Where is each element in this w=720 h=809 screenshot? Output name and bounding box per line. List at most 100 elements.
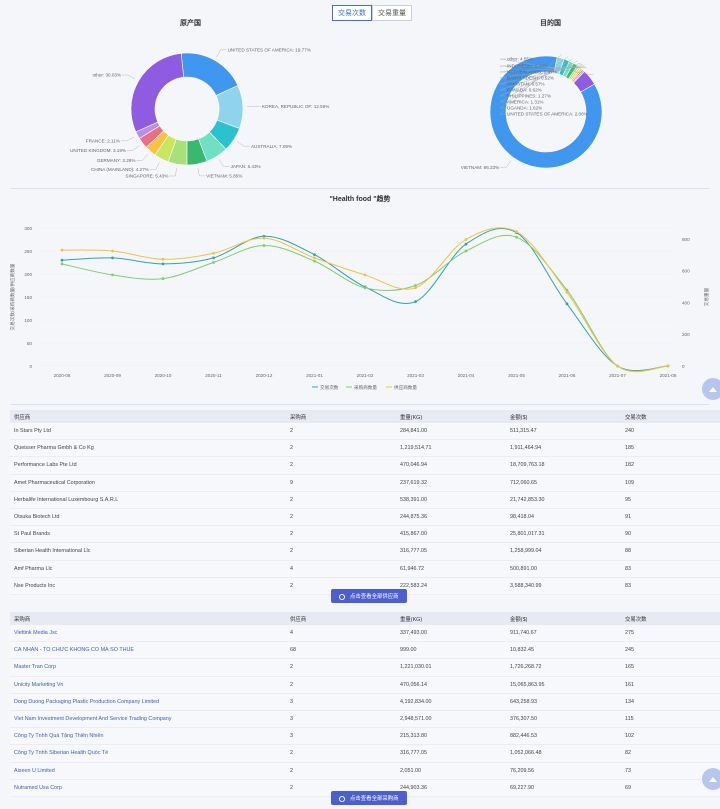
amount-cell: 643,258.93: [510, 698, 537, 705]
slice-label: UNITED KINGDOM: 3.19%: [70, 148, 126, 153]
count-cell: 182: [625, 462, 634, 469]
partner-count-cell: 2: [290, 767, 293, 774]
x-tick-label: 2020-12: [256, 373, 273, 378]
slice-label: BANGLADESH: 0.52%: [507, 76, 554, 81]
legend-label[interactable]: 交易次数: [320, 384, 339, 391]
data-point: [515, 235, 518, 239]
table-row: Otsuka Biotech Ltd 2 244,875.36 98,418.04 91: [10, 508, 720, 527]
weight-cell: 2,051.00: [400, 767, 421, 774]
name-cell[interactable]: CÁ NHÂN - TỔ CHỨC KHÔNG CÓ MÃ SỐ THUẾ: [14, 647, 135, 654]
amount-cell: 3,588,340.99: [510, 582, 542, 589]
data-point: [111, 256, 114, 260]
name-cell: Queisser Pharma Gmbh & Co Kg: [14, 445, 94, 452]
count-cell: 185: [625, 445, 634, 452]
name-cell[interactable]: Công Ty Tnhh Quà Tặng Thiên Nhiên: [14, 733, 104, 740]
name-cell[interactable]: Aiseen U Limited: [14, 767, 55, 774]
table-row: Queisser Pharma Gmbh & Co Kg 2 1,219,514.7…: [10, 440, 720, 458]
partner-count-cell: 2: [290, 445, 293, 452]
scroll-top-button[interactable]: [702, 378, 720, 400]
data-point: [464, 249, 468, 253]
weight-cell: 316,777.05: [400, 750, 427, 757]
table-row: St Paul Brands 2 415,867.00 25,801,017.31 90: [10, 526, 720, 544]
trend-title: "Health food "趋势: [329, 196, 391, 203]
name-cell[interactable]: Nutramed Usa Corp: [14, 784, 62, 791]
slice-label: CHINA (MAINLAND): 4.27%: [91, 167, 149, 172]
legend-label[interactable]: 供应商数量: [394, 384, 417, 391]
slice-label: CANADA: 0.62%: [507, 88, 542, 93]
weight-cell: 999.00: [400, 647, 417, 654]
y2-tick-label: 0: [682, 364, 685, 369]
destination-country-donut: VIETNAM: 86.33% UNITED STATES OF AMERICA:…: [461, 53, 603, 170]
table-row: Dong Duong Packaging Plastic Production …: [10, 693, 720, 711]
label-leader: [499, 58, 594, 76]
label-leader: [499, 64, 583, 85]
name-cell[interactable]: Công Ty Tnhh Siberian Health Quốc Tế: [14, 750, 109, 757]
label-leader: [499, 65, 587, 69]
partner-count-cell: 2: [290, 664, 293, 671]
name-cell[interactable]: Viet Nam Investment Development And Serv…: [14, 716, 172, 723]
name-cell[interactable]: Unicity Marketing Vn: [14, 681, 64, 688]
y2-tick-label: 800: [682, 237, 690, 242]
x-tick-label: 2021-06: [559, 373, 576, 378]
partner-count-cell: 4: [290, 565, 293, 572]
data-point: [262, 236, 266, 240]
slice-label: INDONESIA: 0.44%: [507, 64, 548, 69]
table-row: Master Tran Corp 2 1,221,030.01 1,726,268.7…: [10, 659, 720, 677]
col-weight: 重量(KG): [400, 414, 423, 421]
donut-slice: [489, 55, 603, 169]
x-tick-label: 2021-07: [609, 373, 626, 378]
weight-cell: 284,841.00: [400, 428, 427, 435]
label-leader: [149, 162, 160, 170]
count-cell: 69: [625, 784, 631, 791]
partner-count-cell: 2: [290, 548, 293, 555]
tab-transaction-weight[interactable]: 交易重量: [372, 5, 412, 21]
name-cell: In Stars Pty Ltd: [14, 428, 51, 435]
buyer-table: 采购商 供应商 重量(KG) 金额($) 交易次数 Viettink Media…: [10, 612, 720, 797]
legend-label[interactable]: 采购商数量: [354, 384, 377, 391]
weight-cell: 2,948,571.00: [400, 716, 432, 723]
data-point: [212, 261, 215, 264]
tab-transaction-count[interactable]: 交易次数: [332, 5, 372, 21]
partner-count-cell: 2: [290, 531, 293, 538]
x-tick-label: 2020-11: [205, 373, 222, 378]
view-all-suppliers-button[interactable]: 点击查看全部供应商: [331, 589, 407, 603]
name-cell: Performance Labs Pte Ltd: [14, 462, 77, 469]
view-all-buyers-button[interactable]: 点击查看全部采购商: [331, 791, 407, 805]
label-leader: [122, 74, 136, 80]
amount-cell: 376,307.50: [510, 716, 537, 723]
series-line: [61, 227, 669, 372]
label-leader: [500, 160, 512, 168]
weight-cell: 222,583.24: [400, 582, 427, 589]
amount-cell: 98,418.04: [510, 514, 534, 521]
name-cell[interactable]: Master Tran Corp: [14, 664, 56, 671]
label-leader: [169, 168, 177, 177]
weight-cell: 337,493.00: [400, 630, 427, 637]
amount-cell: 511,315.47: [510, 428, 537, 435]
slice-label: KOREA, REPUBLIC OF: 12.56%: [262, 104, 329, 109]
data-point: [111, 273, 114, 277]
label-leader: [120, 136, 135, 142]
x-tick-label: 2021-04: [458, 373, 475, 378]
y2-tick-label: 600: [682, 269, 690, 274]
y-axis-label: 交易次数/采购商数量/供应商数量: [9, 263, 16, 330]
weight-cell: 244,875.36: [400, 514, 427, 521]
partner-count-cell: 4: [290, 630, 293, 637]
count-cell: 161: [625, 681, 634, 688]
weight-cell: 316,777.05: [400, 548, 427, 555]
count-cell: 88: [625, 548, 631, 555]
slice-label: VIETNAM: 86.33%: [461, 165, 500, 170]
data-point: [616, 364, 619, 368]
data-point: [60, 248, 64, 252]
divider: [10, 188, 710, 189]
name-cell[interactable]: Dong Duong Packaging Plastic Production …: [14, 698, 160, 705]
series-line: [61, 228, 669, 372]
x-tick-label: 2021-02: [357, 373, 374, 378]
name-cell[interactable]: Viettink Media Jsc: [14, 630, 58, 637]
table-row: Công Ty Tnhh Siberian Health Quốc Tế 2 316…: [10, 745, 720, 763]
label-leader: [127, 145, 140, 151]
slice-label: PHILIPPINES: 1.27%: [507, 94, 551, 99]
amount-cell: 21,742,853.30: [510, 496, 545, 503]
scroll-top-button[interactable]: [702, 768, 720, 790]
data-point: [414, 300, 417, 303]
y-tick-label: 0: [29, 364, 32, 369]
